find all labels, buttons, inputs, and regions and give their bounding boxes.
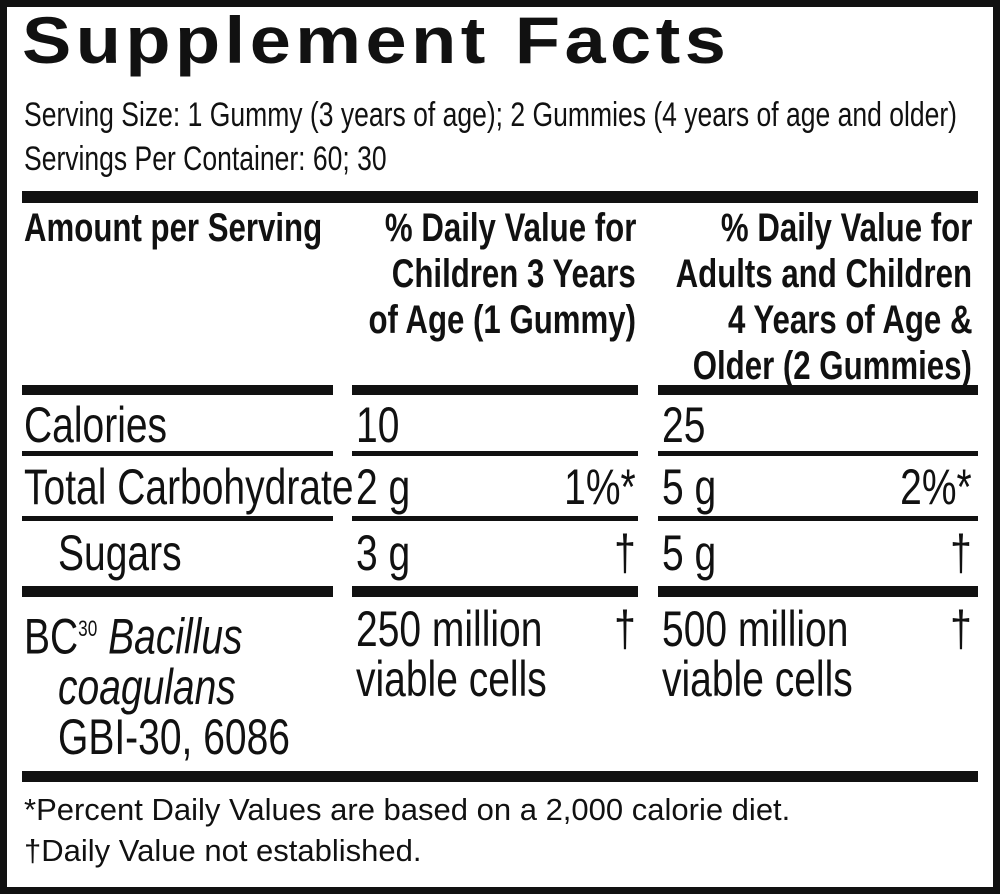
child-amount: 3 g	[356, 525, 411, 581]
footnote-percent-dv: *Percent Daily Values are based on a 2,0…	[24, 792, 791, 827]
divider-thick	[22, 771, 978, 782]
divider-thick	[352, 385, 638, 395]
child-dv: †	[614, 601, 636, 657]
adult-amount: 500 million	[662, 601, 849, 657]
row-sugars-adult: 5 g	[662, 528, 732, 578]
servings-per-container-text: Servings Per Container: 60; 30	[24, 140, 387, 178]
divider-thick	[22, 385, 333, 395]
row-sugars-name: Sugars	[58, 528, 216, 578]
header-adults-line: Older (2 Gummies)	[692, 344, 972, 388]
child-amount: 2 g	[356, 459, 411, 515]
nutrient-name: Sugars	[58, 525, 182, 581]
header-adults-line: 4 Years of Age &	[727, 298, 972, 342]
divider-thick	[22, 191, 978, 203]
row-bc30-child-dv: †	[608, 604, 636, 654]
adult-amount: 5 g	[662, 525, 717, 581]
header-adults-line: % Daily Value for	[720, 206, 972, 250]
row-sugars-child: 3 g	[356, 528, 426, 578]
header-adults: % Daily Value for Adults and Children 4 …	[592, 205, 972, 389]
row-carb-child: 2 g	[356, 462, 426, 512]
servings-per-container: Servings Per Container: 60; 30	[24, 140, 489, 179]
divider-thin	[352, 451, 638, 456]
nutrient-name: Calories	[24, 397, 168, 453]
row-sugars-child-dv: †	[608, 528, 636, 578]
child-amount: 10	[356, 397, 400, 453]
header-amount: Amount per Serving	[24, 205, 406, 251]
bacillus-text: Bacillus	[108, 608, 243, 665]
adult-dv: 2%*	[900, 459, 972, 515]
row-bc30-adult-dv: †	[944, 604, 972, 654]
header-amount-text: Amount per Serving	[24, 206, 323, 250]
panel-title: Supplement Facts	[22, 3, 731, 77]
adult-dv: †	[950, 525, 972, 581]
divider-thin	[658, 516, 978, 521]
row-sugars-adult-dv: †	[944, 528, 972, 578]
serving-size-text: Serving Size: 1 Gummy (3 years of age); …	[24, 96, 958, 134]
strain-text: GBI-30, 6086	[58, 708, 290, 765]
divider-thin	[352, 516, 638, 521]
header-adults-line: Adults and Children	[675, 252, 972, 296]
row-carb-adult: 5 g	[662, 462, 732, 512]
divider-thick	[352, 586, 638, 597]
divider-thin	[22, 516, 333, 521]
header-children: % Daily Value for Children 3 Years of Ag…	[293, 205, 636, 343]
header-children-line: % Daily Value for	[384, 206, 636, 250]
divider-thick	[658, 385, 978, 395]
child-amount: viable cells	[356, 651, 547, 707]
bc-prefix: BC	[24, 608, 79, 665]
row-carb-child-dv: 1%*	[544, 462, 636, 512]
adult-amount: 5 g	[662, 459, 717, 515]
row-calories-name: Calories	[24, 400, 207, 450]
header-children-line: Children 3 Years	[392, 252, 636, 296]
child-dv: †	[614, 525, 636, 581]
adult-amount: viable cells	[662, 651, 853, 707]
row-calories-child: 10	[356, 400, 412, 450]
row-carb-name: Total Carbohydrate	[24, 462, 446, 512]
coagulans-text: coagulans	[58, 658, 236, 715]
row-bc30-adult: 500 million viable cells	[662, 604, 907, 704]
divider-thin	[658, 451, 978, 456]
nutrient-name: Total Carbohydrate	[24, 459, 354, 515]
row-calories-adult: 25	[662, 400, 718, 450]
header-children-line: of Age (1 Gummy)	[368, 298, 636, 342]
serving-size: Serving Size: 1 Gummy (3 years of age); …	[24, 96, 1000, 135]
divider-thick	[22, 586, 333, 597]
child-amount: 250 million	[356, 601, 543, 657]
bc-superscript: 30	[78, 616, 98, 641]
divider-thin	[22, 451, 333, 456]
divider-thick	[658, 586, 978, 597]
adult-dv: †	[950, 601, 972, 657]
footnote-dv-not-established: †Daily Value not established.	[24, 833, 422, 868]
child-dv: 1%*	[564, 459, 636, 515]
row-bc30-name: BC30 Bacillus coagulans GBI-30, 6086	[24, 604, 355, 762]
adult-amount: 25	[662, 397, 706, 453]
row-bc30-child: 250 million viable cells	[356, 604, 601, 704]
row-carb-adult-dv: 2%*	[880, 462, 972, 512]
